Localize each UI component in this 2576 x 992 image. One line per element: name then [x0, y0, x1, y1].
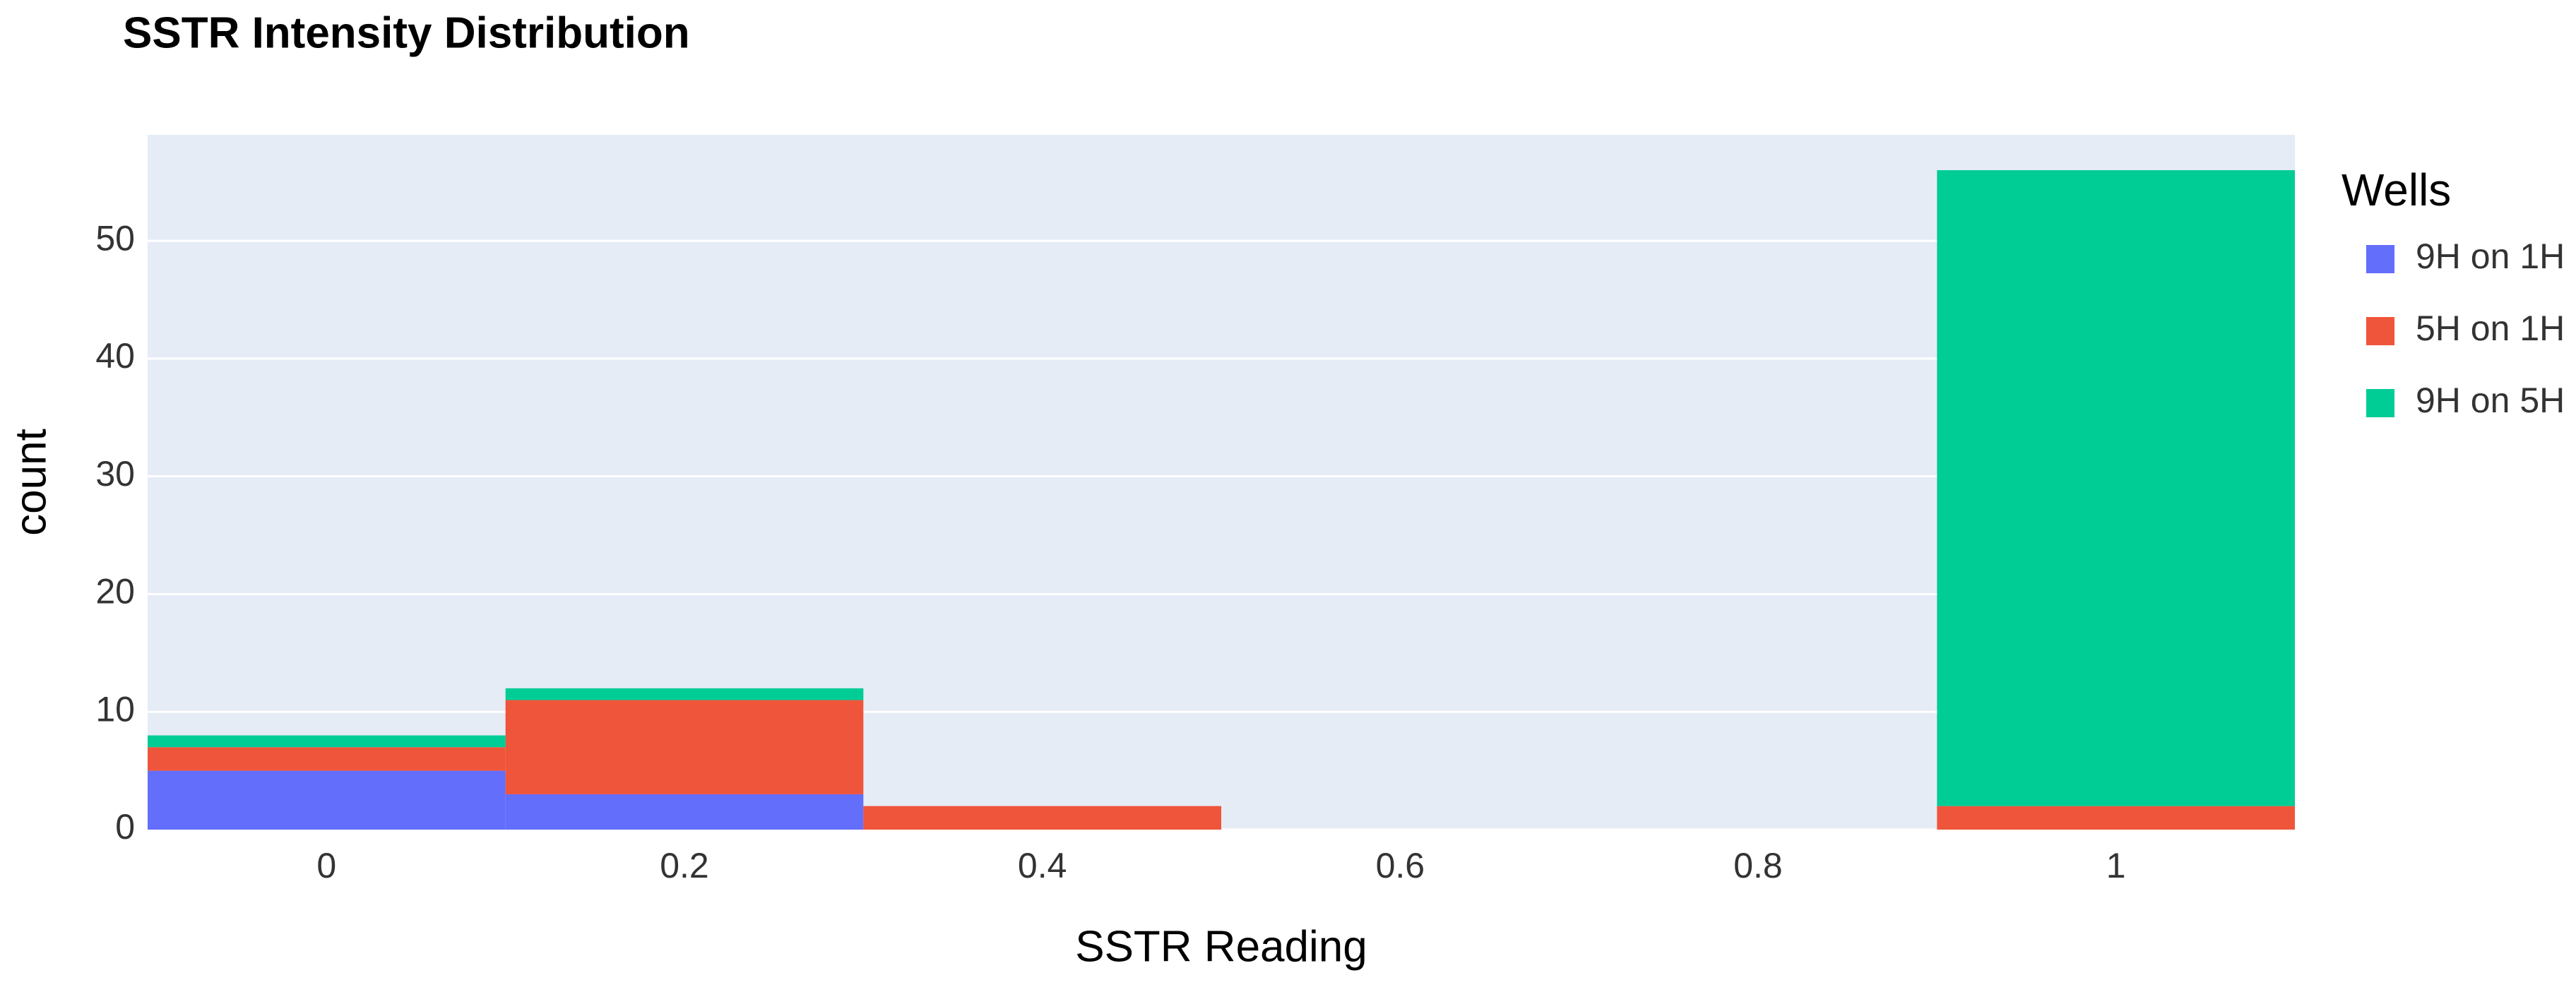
bar-segment — [505, 688, 864, 700]
y-tick-label: 20 — [95, 572, 135, 611]
bar-segment — [1937, 170, 2295, 806]
bar-segment — [148, 735, 506, 748]
x-tick-label: 0.6 — [1376, 846, 1425, 885]
legend-swatch — [2366, 389, 2394, 417]
chart-title: SSTR Intensity Distribution — [123, 8, 690, 57]
x-tick-label: 0 — [316, 846, 336, 885]
bar-segment — [148, 747, 506, 771]
x-tick-label: 0.8 — [1733, 846, 1783, 885]
x-tick-label: 0.4 — [1018, 846, 1067, 885]
legend-swatch — [2366, 245, 2394, 273]
y-tick-label: 40 — [95, 336, 135, 376]
x-tick-label: 1 — [2106, 846, 2126, 885]
legend-label: 5H on 1H — [2416, 309, 2565, 348]
bar-segment — [863, 806, 1221, 830]
bar-segment — [505, 794, 864, 830]
y-tick-label: 0 — [115, 807, 135, 847]
legend-swatch — [2366, 317, 2394, 345]
legend-label: 9H on 5H — [2416, 381, 2565, 420]
bar-segment — [148, 770, 506, 830]
y-axis-title: count — [6, 429, 55, 536]
y-tick-label: 30 — [95, 454, 135, 494]
legend-title: Wells — [2341, 165, 2451, 215]
legend-label: 9H on 1H — [2416, 237, 2565, 276]
y-tick-label: 50 — [95, 218, 135, 258]
bar-segment — [505, 700, 864, 794]
y-tick-label: 10 — [95, 689, 135, 729]
x-tick-label: 0.2 — [660, 846, 709, 885]
bar-segment — [1937, 806, 2295, 830]
x-axis-title: SSTR Reading — [1075, 922, 1367, 971]
